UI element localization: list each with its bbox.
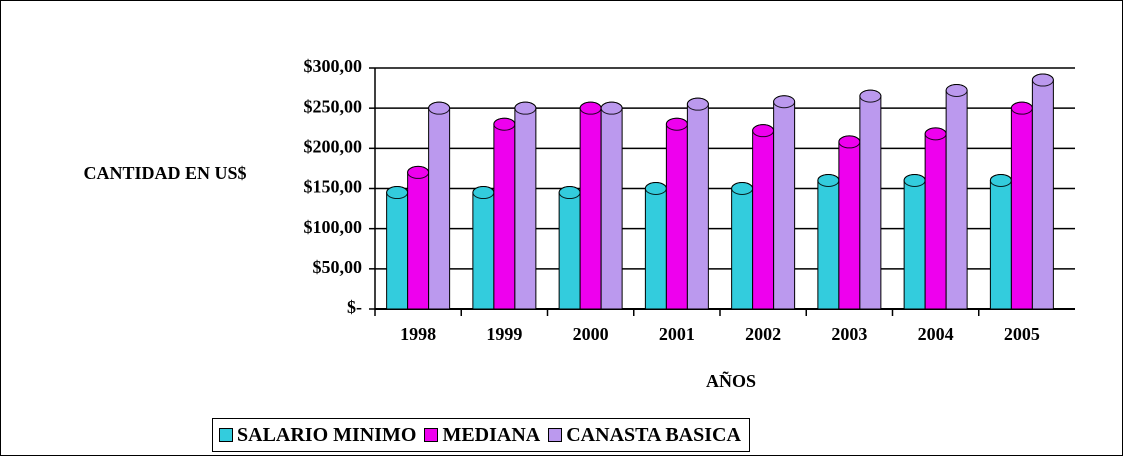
bar-cap — [817, 173, 840, 187]
bar — [644, 182, 667, 310]
bar — [428, 101, 451, 310]
legend-item: CANASTA BASICA — [548, 424, 741, 447]
bar-cap — [1010, 101, 1033, 115]
bar — [493, 117, 516, 310]
x-tick-label: 1999 — [486, 324, 522, 344]
bar — [1031, 73, 1054, 310]
y-tick-label: $250,00 — [304, 96, 363, 116]
bar-cap — [665, 117, 688, 131]
legend-swatch — [548, 428, 563, 442]
y-tick-label: $300,00 — [304, 56, 363, 76]
bar — [989, 174, 1012, 310]
legend-label: CANASTA BASICA — [566, 423, 741, 446]
bar-cap — [600, 101, 623, 115]
bar-cap — [903, 173, 926, 187]
bar — [903, 174, 926, 310]
legend-label: SALARIO MINIMO — [237, 423, 417, 446]
legend: SALARIO MINIMO MEDIANA CANASTA BASICA — [212, 418, 750, 452]
x-tick-label: 2001 — [659, 324, 695, 344]
y-tick-label: $50,00 — [313, 257, 363, 277]
y-axis-title: CANTIDAD EN US$ — [83, 163, 247, 183]
legend-item: MEDIANA — [424, 424, 540, 447]
y-tick-label: $150,00 — [304, 177, 363, 197]
bar-cap — [493, 117, 516, 131]
x-axis-title: AÑOS — [706, 370, 756, 391]
bar-cap — [752, 124, 775, 138]
bar — [600, 101, 623, 310]
bar-cap — [686, 97, 709, 111]
bar — [1010, 101, 1033, 310]
x-tick-label: 2004 — [918, 324, 954, 344]
legend-item: SALARIO MINIMO — [219, 424, 416, 447]
bar — [407, 165, 430, 310]
bar — [859, 89, 882, 310]
bar — [579, 101, 602, 310]
bar — [773, 95, 796, 310]
bar-cap — [1031, 73, 1054, 87]
bar-cap — [386, 186, 409, 200]
bar-cap — [579, 101, 602, 115]
bar-cap — [472, 186, 495, 200]
bar — [472, 186, 495, 310]
bar-cap — [644, 182, 667, 195]
bar — [838, 135, 861, 310]
y-tick-label: $- — [347, 297, 362, 317]
y-tick-label: $100,00 — [304, 217, 363, 237]
bar — [817, 174, 840, 310]
bar-cap — [859, 89, 882, 103]
legend-label: MEDIANA — [442, 423, 541, 446]
bar-cap — [989, 173, 1012, 187]
bar — [924, 127, 947, 310]
bar — [686, 97, 709, 310]
legend-swatch — [424, 428, 439, 442]
bar-cap — [924, 127, 947, 141]
bar-cap — [514, 101, 537, 115]
bar-cap — [731, 182, 754, 195]
bar — [665, 117, 688, 310]
y-tick-label: $200,00 — [304, 136, 363, 156]
x-tick-label: 1998 — [400, 324, 436, 344]
bar-cap — [407, 165, 430, 179]
x-tick-label: 2002 — [745, 324, 781, 344]
x-tick-label: 2003 — [831, 324, 867, 344]
bar-cap — [838, 135, 861, 149]
bar — [731, 182, 754, 310]
x-tick-label: 2005 — [1004, 324, 1040, 344]
bar-cap — [945, 83, 968, 97]
bar-cap — [428, 101, 451, 115]
bar — [945, 84, 968, 310]
bar — [752, 124, 775, 310]
bar — [514, 101, 537, 310]
bar — [386, 186, 409, 310]
x-tick-label: 2000 — [573, 324, 609, 344]
bar — [558, 186, 581, 310]
bar-cap — [773, 95, 796, 109]
bar-cap — [558, 186, 581, 200]
legend-swatch — [219, 428, 233, 442]
